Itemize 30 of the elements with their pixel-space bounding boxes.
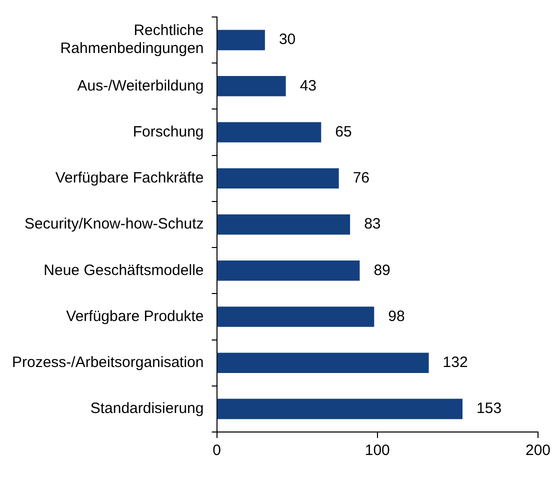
x-tick-label: 100: [364, 442, 390, 460]
bar: [217, 306, 374, 327]
data-label: 153: [476, 400, 502, 418]
y-tick-label: Forschung: [132, 123, 204, 140]
bar: [217, 30, 265, 50]
y-tick-label: Rechtliche Rahmenbedingungen: [60, 22, 204, 58]
data-label: 65: [335, 123, 352, 140]
bar: [217, 352, 429, 373]
x-tick-label: 0: [212, 442, 221, 460]
bar: [217, 398, 463, 420]
bar: [217, 260, 360, 281]
data-label: 83: [364, 216, 381, 233]
bar: [217, 122, 322, 142]
y-tick-label: Standardisierung: [90, 400, 204, 418]
y-tick-label: Neue Geschäftsmodelle: [44, 262, 204, 279]
data-label: 132: [442, 354, 468, 371]
y-tick-label: Prozess-/Arbeitsorganisation: [12, 354, 204, 371]
bar: [217, 168, 339, 189]
x-tick-label: 200: [525, 442, 551, 460]
y-tick-label: Security/Know-how-Schutz: [24, 216, 204, 233]
data-label: 98: [388, 308, 405, 325]
data-label: 76: [352, 170, 370, 187]
y-tick-label: Aus-/Weiterbildung: [77, 77, 204, 94]
y-tick-label: Verfügbare Produkte: [66, 308, 204, 325]
data-label: 30: [278, 31, 296, 48]
y-tick-label: Verfügbare Fachkräfte: [55, 170, 204, 187]
data-label: 89: [374, 262, 390, 279]
bar: [217, 76, 286, 96]
bar: [217, 214, 350, 235]
data-label: 43: [300, 77, 317, 94]
